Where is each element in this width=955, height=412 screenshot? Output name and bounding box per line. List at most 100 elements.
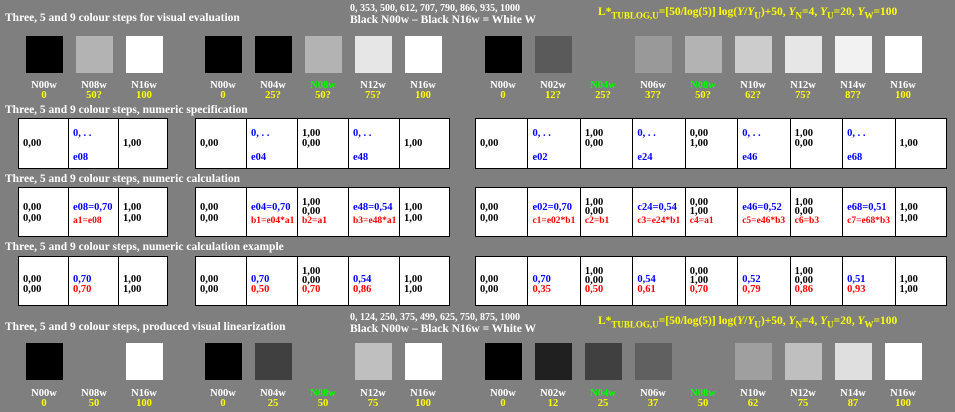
cell-value: 1,00 [123, 202, 142, 213]
step-value: 0 [500, 90, 506, 101]
table-cell: 0,00 1,00 c4=a1 [686, 188, 739, 236]
cell-value: 1,00 [794, 197, 814, 208]
example-title: Three, 5 and 9 colour steps, numeric cal… [5, 241, 284, 253]
step-value: 0 [41, 398, 47, 409]
cell-value: 0, . . [73, 128, 92, 139]
step-value: 100 [415, 398, 431, 409]
calc-group: 0,00 0,00 e02=0,70 c1=e02*b1 1,00 0,00 c2=b1 c2… [475, 187, 947, 237]
cell-value: 0,70 [251, 274, 270, 285]
table-cell: 1,00 0,00 c2=b1 [581, 188, 634, 236]
cell-value: 0,00 [584, 138, 604, 149]
table-cell: 0, . . e46 [738, 119, 791, 168]
cell-value: e08 [73, 152, 89, 163]
step-value: 100 [895, 398, 911, 409]
example-group: 0,00 0,00 0,70 0,35 1,00 0,00 0,50 0,54 0,61 0,00… [475, 256, 947, 306]
table-cell: 0,70 0,70 [69, 257, 119, 305]
calc-title: Three, 5 and 9 colour steps, numeric cal… [5, 173, 241, 185]
cell-value: 0,70 [73, 274, 92, 285]
cell-value: 1,00 [123, 138, 142, 149]
cell-value: 0,00 [23, 202, 42, 213]
table-cell: 0,52 0,79 [738, 257, 791, 305]
step-name: N08w [81, 80, 107, 91]
step-value: 25? [595, 90, 611, 101]
step-value: 0 [220, 90, 226, 101]
step-value: 50? [86, 90, 102, 101]
bottom-swatch [205, 343, 242, 380]
step-label: N04w 25? [581, 80, 625, 101]
top-swatch [685, 36, 722, 73]
table-cell: 1,00 0,00 [791, 119, 844, 168]
step-name: N16w [890, 388, 916, 399]
cell-value: e48=0,54 [353, 202, 393, 213]
step-name: N08w [310, 388, 336, 399]
cell-value: 0,00 [480, 213, 499, 224]
cell-value: 0,00 [200, 202, 219, 213]
step-name: N12w [360, 80, 386, 91]
cell-value: 0,54 [353, 274, 372, 285]
step-label: N08w 50 [72, 388, 116, 409]
bottom-swatch [785, 343, 822, 380]
top-swatch [255, 36, 292, 73]
table-cell: 0,54 0,61 [633, 257, 686, 305]
table-cell: 1,00 1,00 [896, 257, 948, 305]
step-name: N16w [131, 388, 157, 399]
cell-value: b3=e48*a1 [353, 216, 397, 226]
cell-value: 1,00 [689, 206, 709, 217]
cell-value: 0, . . [742, 128, 761, 139]
step-name: N02w [540, 388, 566, 399]
cell-value: 1,00 [123, 213, 142, 224]
step-label: N10w 62? [731, 80, 775, 101]
top-swatch [205, 36, 242, 73]
cell-value: 0,00 [200, 213, 219, 224]
table-cell: 0,00 [476, 119, 529, 168]
top-swatch [485, 36, 522, 73]
cell-value: e04 [251, 152, 267, 163]
cell-value: 0,61 [637, 284, 656, 295]
table-cell: 1,00 0,00 b2=a1 [298, 188, 349, 236]
cell-value: 0,86 [794, 284, 814, 295]
step-name: N06w [640, 388, 666, 399]
cell-value: c7=e68*b3 [847, 216, 890, 226]
cell-value: 1,00 [584, 266, 604, 277]
step-value: 0 [41, 90, 47, 101]
cell-value: 0,70 [302, 284, 321, 295]
cell-value: 0,79 [742, 284, 761, 295]
step-value: 75? [365, 90, 381, 101]
top-formula: L*TUBLOG,U=[50/log(5)] log(Y/YU)+50, YN=… [598, 6, 898, 21]
table-cell: 1,00 1,00 [896, 188, 948, 236]
bottom-swatch [685, 343, 722, 380]
step-value: 100 [136, 90, 152, 101]
cell-value: 0,00 [302, 138, 321, 149]
step-label: N16w 100 [881, 388, 925, 409]
cell-value: 1,00 [302, 197, 321, 208]
step-label: N02w 12 [531, 388, 575, 409]
table-cell: 1,00 0,00 0,70 [298, 257, 349, 305]
cell-value: b1=e04*a1 [251, 216, 295, 226]
cell-value: e04=0,70 [251, 202, 291, 213]
cell-value: c1=e02*b1 [532, 216, 576, 226]
step-value: 62 [747, 398, 759, 409]
cell-value: 1,00 [404, 213, 423, 224]
cell-value: 0,50 [584, 284, 604, 295]
step-name: N08w [81, 388, 107, 399]
bottom-swatch [535, 343, 572, 380]
step-value: 100 [895, 90, 911, 101]
cell-value: 1,00 [302, 266, 321, 277]
step-label: N12w 75? [781, 80, 825, 101]
table-cell: 0,00 0,00 [19, 188, 69, 236]
cell-value: 0,00 [23, 274, 42, 285]
step-name: N16w [890, 80, 916, 91]
table-cell: 0, . . e48 [349, 119, 400, 168]
step-name: N08w [690, 388, 716, 399]
step-value: 0 [500, 398, 506, 409]
table-cell: 1,00 0,00 [581, 119, 634, 168]
step-name: N10w [740, 80, 766, 91]
step-value: 50? [315, 90, 331, 101]
top-title: Three, 5 and 9 colour steps for visual e… [5, 12, 240, 24]
step-label: N12w 75 [781, 388, 825, 409]
step-name: N16w [410, 388, 436, 399]
step-label: N16w 100 [881, 80, 925, 101]
cell-value: 0, . . [637, 128, 656, 139]
step-label: N12w 75 [351, 388, 395, 409]
calc-group: 0,00 0,00 e04=0,70 b1=e04*a1 1,00 0,00 b2=a1 e4… [195, 187, 450, 237]
